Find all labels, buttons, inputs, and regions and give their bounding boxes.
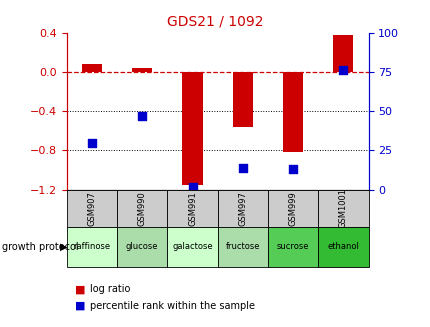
Bar (167, 190, 217, 227)
Text: GSM997: GSM997 (238, 191, 247, 226)
Bar (117, 227, 167, 267)
Point (88, 140, 95, 145)
Text: GSM991: GSM991 (187, 191, 197, 226)
Point (138, 113, 145, 118)
Bar (283, 72, 302, 152)
Text: glucose: glucose (126, 242, 158, 251)
Bar (267, 190, 317, 227)
Bar (217, 190, 267, 227)
Text: ■: ■ (75, 284, 86, 294)
Bar (232, 72, 252, 127)
Bar (182, 72, 202, 185)
Point (289, 167, 296, 172)
Text: fructose: fructose (225, 242, 259, 251)
Bar (167, 227, 217, 267)
Point (189, 184, 196, 189)
Bar (267, 227, 317, 267)
Text: GDS21 / 1092: GDS21 / 1092 (167, 15, 263, 29)
Text: ■: ■ (75, 301, 86, 311)
Bar (217, 227, 267, 267)
Point (339, 68, 346, 73)
Text: GSM999: GSM999 (288, 191, 297, 226)
Bar (132, 68, 152, 72)
Text: ▶: ▶ (60, 242, 68, 252)
Text: percentile rank within the sample: percentile rank within the sample (89, 301, 254, 311)
Bar (317, 190, 368, 227)
Bar (332, 35, 353, 72)
Text: GSM990: GSM990 (138, 191, 146, 226)
Text: GSM907: GSM907 (87, 191, 96, 226)
Bar (67, 227, 117, 267)
Text: raffinose: raffinose (73, 242, 110, 251)
Bar (82, 64, 102, 72)
Bar (67, 190, 117, 227)
Bar (317, 227, 368, 267)
Text: ethanol: ethanol (327, 242, 359, 251)
Text: growth protocol: growth protocol (2, 242, 79, 252)
Bar (117, 190, 167, 227)
Text: galactose: galactose (172, 242, 212, 251)
Text: sucrose: sucrose (276, 242, 309, 251)
Point (239, 165, 246, 170)
Text: log ratio: log ratio (89, 284, 130, 294)
Text: GSM1001: GSM1001 (338, 188, 347, 229)
